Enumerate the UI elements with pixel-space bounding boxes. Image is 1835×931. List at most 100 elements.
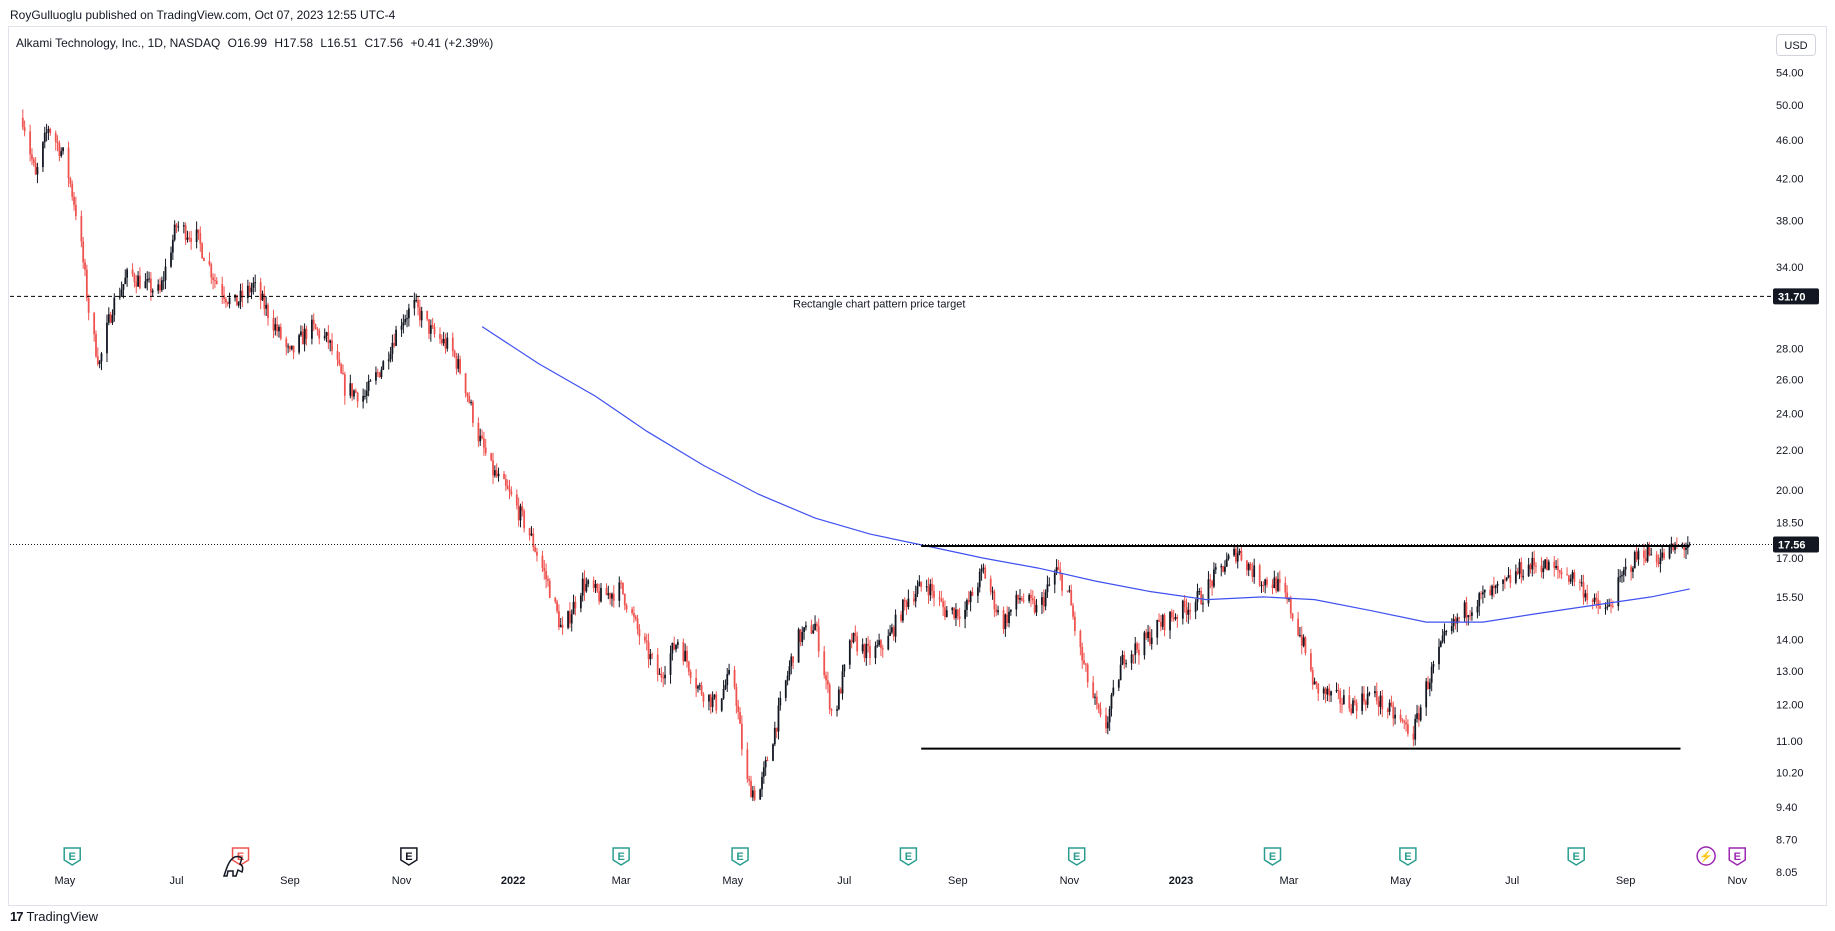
moving-average-line — [481, 326, 1690, 623]
dividend-event-icon[interactable] — [1696, 846, 1716, 866]
candle-body — [686, 650, 688, 662]
candle-body — [812, 630, 815, 634]
candle-body — [1304, 637, 1307, 654]
candle-body — [1527, 564, 1530, 577]
candle-body — [927, 586, 930, 596]
candle-body — [623, 593, 626, 606]
candle-body — [825, 675, 827, 681]
candle-body — [1284, 582, 1287, 593]
candle-body — [1529, 564, 1532, 570]
earnings-icon[interactable] — [1567, 847, 1585, 866]
earnings-marker-label: E — [1734, 851, 1741, 863]
price-tick-label: 50.00 — [1776, 100, 1804, 112]
candle-body — [80, 215, 83, 242]
earnings-icon[interactable] — [63, 847, 81, 866]
candle-body — [1568, 575, 1570, 582]
price-tick-label: 46.00 — [1776, 135, 1804, 147]
candle-body — [1646, 546, 1649, 562]
symbol-legend: Alkami Technology, Inc., 1D, NASDAQ O16.… — [16, 36, 497, 50]
candle-body — [47, 128, 50, 133]
candle-body — [109, 314, 112, 323]
candle-body — [113, 297, 116, 316]
candle-body — [1606, 606, 1609, 608]
candle-body — [523, 510, 526, 529]
candle-body — [1072, 605, 1074, 617]
candle-body — [1341, 703, 1343, 705]
candle-body — [137, 275, 139, 287]
candle-body — [592, 580, 595, 588]
candle-body — [1454, 618, 1457, 624]
candle-body — [439, 334, 441, 339]
dinosaur-icon[interactable] — [222, 855, 244, 877]
candle-body — [1288, 598, 1290, 600]
candle-body — [854, 632, 857, 637]
candle-body — [1663, 552, 1665, 559]
candle-body — [1117, 680, 1120, 688]
earnings-icon[interactable] — [899, 847, 918, 866]
earnings-icon[interactable] — [1728, 847, 1746, 866]
candle-body — [925, 586, 928, 588]
earnings-icon[interactable] — [1067, 847, 1086, 866]
earnings-icon[interactable] — [731, 847, 749, 866]
candle-body — [1611, 606, 1614, 608]
candle-body — [453, 351, 456, 356]
earnings-icon[interactable] — [612, 847, 630, 866]
candle-body — [1170, 611, 1173, 618]
candle-body — [982, 567, 985, 569]
candle-body — [1624, 566, 1627, 570]
candle-body — [953, 607, 956, 619]
candle-body — [1278, 579, 1281, 583]
candle-body — [1580, 582, 1583, 584]
candle-body — [1260, 584, 1263, 586]
candle-body — [620, 582, 623, 584]
candle-body — [1492, 585, 1495, 589]
candle-body — [477, 422, 480, 442]
candle-body — [1266, 579, 1268, 585]
candle-body — [598, 591, 601, 602]
candle-body — [1324, 688, 1327, 695]
candle-body — [362, 395, 365, 402]
candle-body — [594, 584, 597, 588]
currency-button[interactable]: USD — [1776, 34, 1816, 56]
candle-body — [329, 340, 332, 343]
date-tick-label: Nov — [1727, 875, 1747, 887]
candle-body — [1547, 561, 1550, 571]
candle-body — [1578, 581, 1581, 583]
candle-body — [1386, 709, 1389, 712]
candle-body — [759, 789, 762, 800]
candle-body — [945, 610, 948, 618]
earnings-icon[interactable] — [400, 847, 418, 866]
candle-body — [1187, 609, 1190, 615]
candle-body — [223, 294, 225, 299]
candle-body — [1136, 643, 1138, 650]
candle-body — [697, 686, 699, 689]
earnings-marker-label: ⚡ — [1699, 850, 1713, 863]
candle-body — [711, 697, 714, 707]
candle-body — [969, 591, 972, 603]
candle-body — [1469, 615, 1471, 617]
earnings-icon[interactable] — [1399, 847, 1417, 866]
candle-body — [470, 402, 472, 404]
candle-body — [867, 643, 870, 646]
earnings-icon[interactable] — [1263, 847, 1282, 866]
close-value: C17.56 — [364, 36, 404, 50]
candle-body — [656, 654, 659, 675]
candle-body — [1597, 599, 1600, 606]
candle-body — [1471, 612, 1473, 616]
candle-body — [1582, 582, 1585, 598]
candle-body — [1015, 594, 1018, 610]
candle-body — [715, 694, 718, 711]
candle-body — [144, 281, 147, 289]
candle-body — [342, 372, 344, 375]
candle-body — [878, 640, 881, 646]
candle-body — [600, 587, 602, 602]
candle-body — [1161, 614, 1164, 627]
candle-body — [1425, 681, 1428, 708]
candle-body — [1494, 585, 1497, 589]
candle-body — [1540, 565, 1543, 573]
candle-body — [788, 666, 791, 676]
candle-body — [1156, 619, 1159, 638]
candle-body — [327, 332, 330, 343]
candle-body — [1509, 575, 1512, 583]
